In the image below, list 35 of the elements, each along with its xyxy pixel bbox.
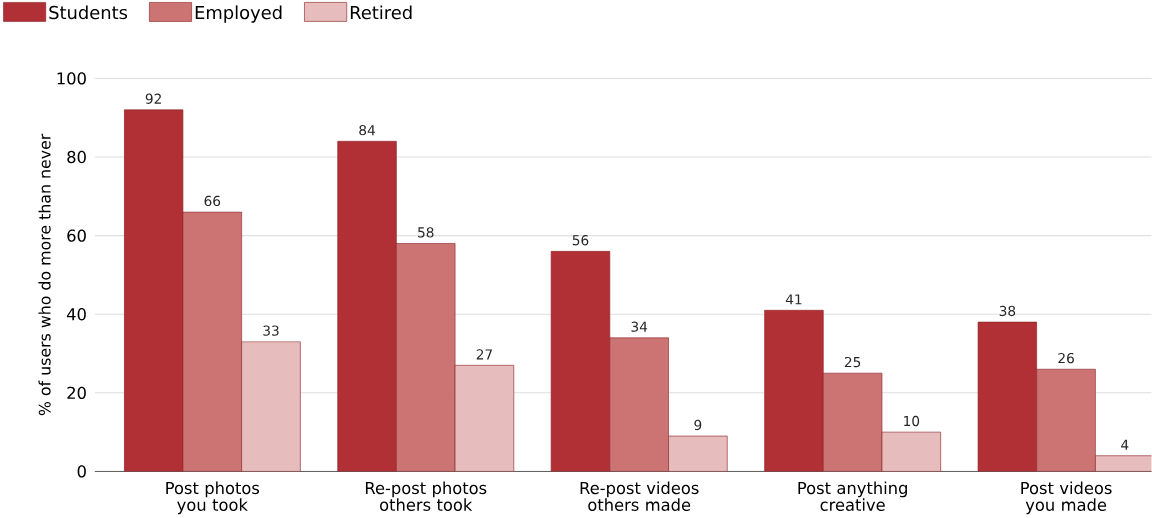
legend-label: Retired [350,5,412,20]
x-tick-label: Re-post videos others made [580,481,699,512]
y-tick-label: 40 [66,308,86,321]
data-label: 38 [999,305,1016,317]
bar [182,211,242,472]
x-tick-label: Post photos you took [166,481,260,515]
legend-label: Students [49,5,128,20]
x-tick-label: Post anything creative [798,481,907,512]
data-label: 34 [631,321,648,333]
y-axis-title: % of users who do more than never [38,133,51,416]
y-tick-label: 20 [67,386,86,400]
data-label: 58 [418,227,434,238]
y-tick-label: 100 [57,72,86,85]
data-label: 33 [263,325,279,336]
x-tick-label: Re-post photos others took [365,481,487,512]
data-label: 41 [785,294,802,305]
y-tick-label: 0 [77,465,86,478]
bar [822,373,883,472]
data-label: 56 [572,235,589,246]
data-label: 10 [904,416,920,427]
bar [396,243,456,472]
data-label: 92 [145,93,161,105]
data-label: 25 [844,357,861,368]
legend-label: Employed [195,5,282,23]
data-label: 9 [694,419,702,431]
x-tick-label: Post videos you made [1021,481,1112,515]
y-tick-label: 80 [67,151,86,164]
data-label: 84 [359,125,375,136]
data-label: 66 [204,195,221,207]
data-label: 26 [1058,353,1074,364]
y-tick-label: 60 [67,229,86,242]
bar [609,337,669,472]
data-label: 4 [1121,439,1129,450]
data-label: 27 [476,349,492,360]
bar [1036,369,1096,472]
